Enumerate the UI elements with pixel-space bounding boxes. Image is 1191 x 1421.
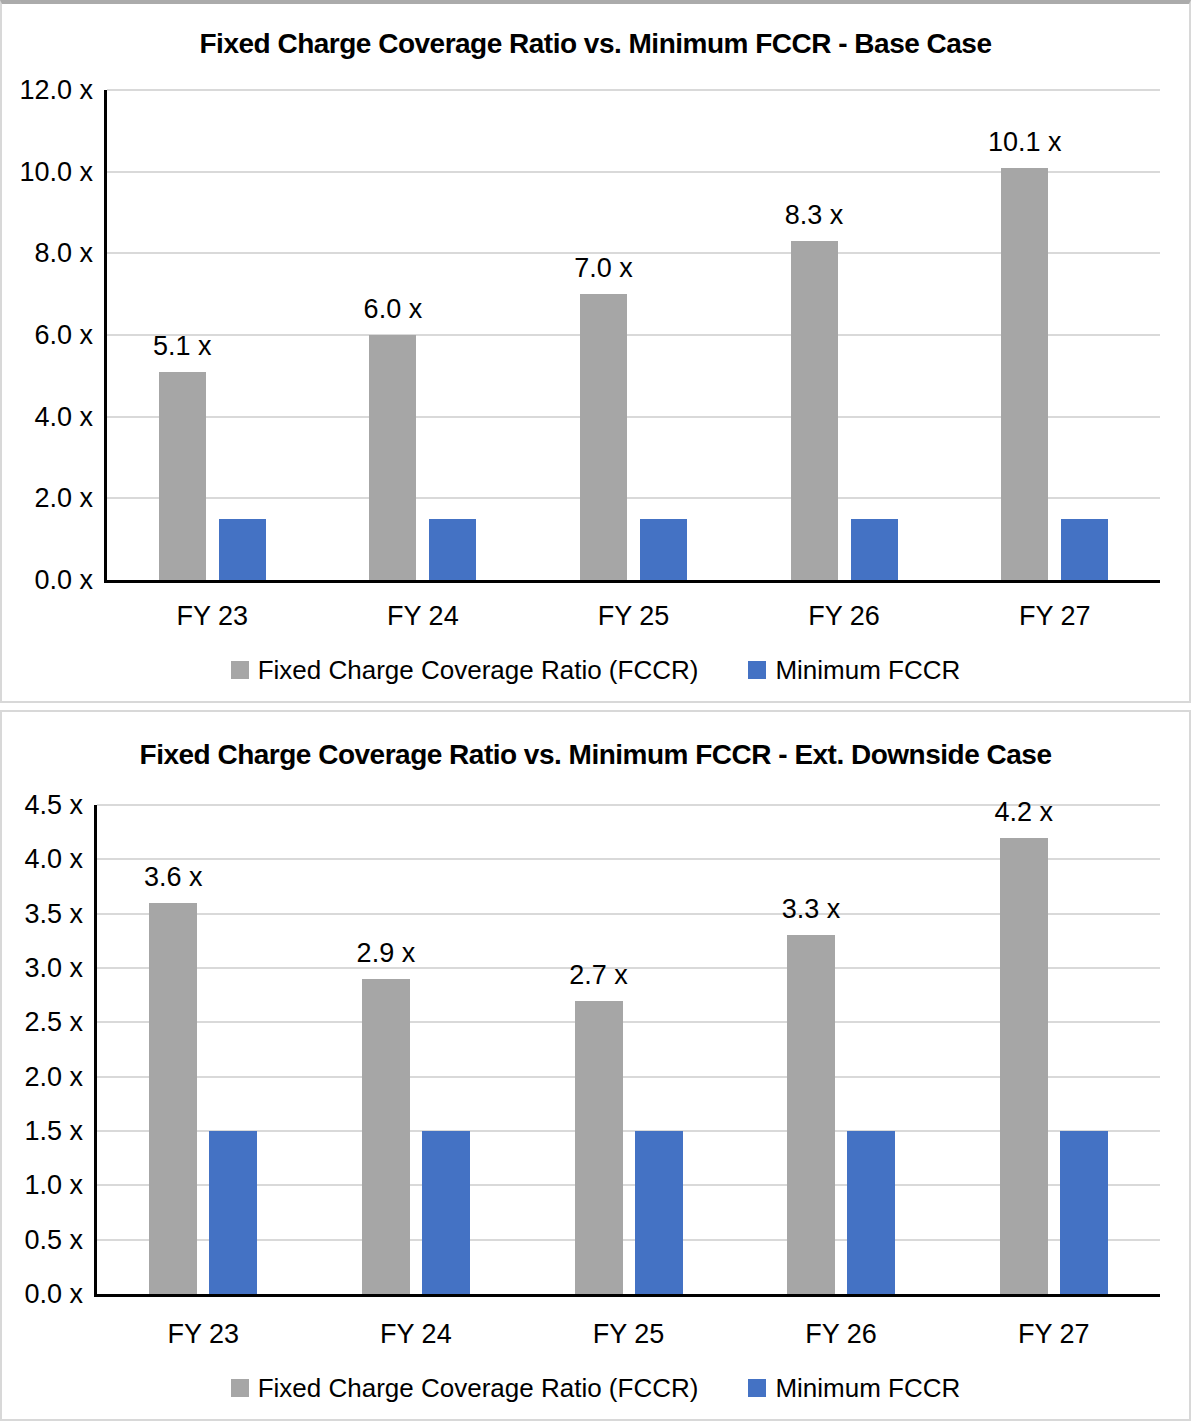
y-axis-line	[104, 90, 107, 583]
y-tick-label: 2.5 x	[0, 1006, 83, 1038]
x-tick-label: FY 27	[965, 600, 1145, 632]
legend-swatch	[748, 1379, 766, 1397]
y-tick-label: 12.0 x	[0, 74, 93, 106]
legend-swatch	[231, 1379, 249, 1397]
legend-label: Minimum FCCR	[775, 654, 960, 686]
minimum-fccr-bar	[209, 1131, 257, 1294]
fccr-bar	[575, 1001, 623, 1294]
minimum-fccr-bar	[219, 519, 266, 580]
y-tick-label: 4.0 x	[0, 843, 83, 875]
x-tick-label: FY 25	[539, 1318, 719, 1350]
gridline	[107, 89, 1160, 91]
fccr-bar	[787, 935, 835, 1294]
legend-label: Minimum FCCR	[775, 1372, 960, 1404]
legend-swatch	[748, 661, 766, 679]
y-tick-label: 3.5 x	[0, 898, 83, 930]
x-tick-label: FY 24	[326, 1318, 506, 1350]
bar-value-label: 3.6 x	[93, 861, 253, 893]
x-tick-label: FY 27	[964, 1318, 1144, 1350]
chart-panel-ext-downside-case: Fixed Charge Coverage Ratio vs. Minimum …	[0, 710, 1191, 1421]
minimum-fccr-bar	[851, 519, 898, 580]
bar-value-label: 2.9 x	[306, 937, 466, 969]
y-tick-label: 2.0 x	[0, 482, 93, 514]
bar-value-label: 6.0 x	[313, 293, 473, 325]
minimum-fccr-bar	[1061, 519, 1108, 580]
x-axis-line	[94, 1294, 1160, 1297]
minimum-fccr-bar	[640, 519, 687, 580]
bar-value-label: 7.0 x	[524, 252, 684, 284]
fccr-bar	[362, 979, 410, 1294]
legend-swatch	[231, 661, 249, 679]
minimum-fccr-bar	[429, 519, 476, 580]
chart-panel-base-case: Fixed Charge Coverage Ratio vs. Minimum …	[0, 0, 1191, 703]
fccr-bar	[369, 335, 416, 580]
bar-value-label: 5.1 x	[102, 330, 262, 362]
chart-legend: Fixed Charge Coverage Ratio (FCCR) Minimu…	[2, 654, 1189, 686]
minimum-fccr-bar	[847, 1131, 895, 1294]
legend-item: Fixed Charge Coverage Ratio (FCCR)	[231, 1372, 699, 1404]
y-tick-label: 10.0 x	[0, 156, 93, 188]
y-tick-label: 0.0 x	[0, 564, 93, 596]
minimum-fccr-bar	[1060, 1131, 1108, 1294]
bar-value-label: 8.3 x	[734, 199, 894, 231]
y-tick-label: 2.0 x	[0, 1061, 83, 1093]
x-tick-label: FY 25	[544, 600, 724, 632]
bar-value-label: 3.3 x	[731, 893, 891, 925]
chart-title: Fixed Charge Coverage Ratio vs. Minimum …	[2, 739, 1189, 771]
legend-label: Fixed Charge Coverage Ratio (FCCR)	[258, 1372, 699, 1404]
x-tick-label: FY 23	[122, 600, 302, 632]
x-tick-label: FY 26	[751, 1318, 931, 1350]
fccr-bar	[580, 294, 627, 580]
legend-item: Minimum FCCR	[748, 654, 960, 686]
legend-item: Fixed Charge Coverage Ratio (FCCR)	[231, 654, 699, 686]
y-tick-label: 6.0 x	[0, 319, 93, 351]
y-tick-label: 0.5 x	[0, 1224, 83, 1256]
fccr-bar	[159, 372, 206, 580]
minimum-fccr-bar	[635, 1131, 683, 1294]
bar-value-label: 10.1 x	[945, 126, 1105, 158]
x-tick-label: FY 24	[333, 600, 513, 632]
minimum-fccr-bar	[422, 1131, 470, 1294]
y-tick-label: 4.5 x	[0, 789, 83, 821]
fccr-bar	[149, 903, 197, 1294]
bar-value-label: 4.2 x	[944, 796, 1104, 828]
bar-value-label: 2.7 x	[519, 959, 679, 991]
y-axis-line	[94, 805, 97, 1297]
legend-label: Fixed Charge Coverage Ratio (FCCR)	[258, 654, 699, 686]
chart-title: Fixed Charge Coverage Ratio vs. Minimum …	[2, 28, 1189, 60]
x-tick-label: FY 26	[754, 600, 934, 632]
y-tick-label: 0.0 x	[0, 1278, 83, 1310]
x-tick-label: FY 23	[113, 1318, 293, 1350]
y-tick-label: 1.0 x	[0, 1169, 83, 1201]
x-axis-line	[104, 580, 1160, 583]
fccr-bar	[791, 241, 838, 580]
y-tick-label: 4.0 x	[0, 401, 93, 433]
y-tick-label: 1.5 x	[0, 1115, 83, 1147]
chart-legend: Fixed Charge Coverage Ratio (FCCR) Minimu…	[2, 1372, 1189, 1404]
fccr-bar	[1001, 168, 1048, 580]
y-tick-label: 8.0 x	[0, 237, 93, 269]
fccr-bar	[1000, 838, 1048, 1294]
y-tick-label: 3.0 x	[0, 952, 83, 984]
legend-item: Minimum FCCR	[748, 1372, 960, 1404]
